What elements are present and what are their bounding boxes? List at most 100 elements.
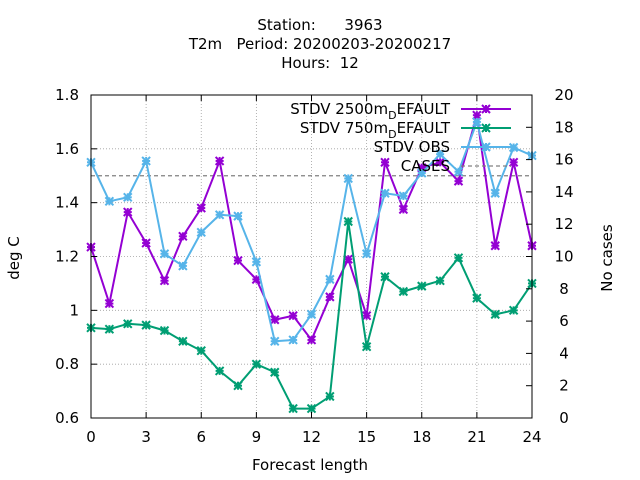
data-point-stdv-obs [123, 192, 133, 202]
title-line-station: Station: 3963 [257, 16, 383, 34]
y2-tick-label: 6 [559, 312, 569, 330]
data-point-stdv-750m [343, 216, 353, 227]
data-point-stdv-obs [196, 227, 206, 237]
y2-tick-label: 14 [554, 183, 573, 201]
y2-tick-label: 10 [554, 248, 573, 266]
title-line-hours: Hours: 12 [281, 54, 359, 72]
x-axis-label: Forecast length [252, 456, 368, 474]
legend-entry-stdv-750m: STDV 750mDEFAULT [300, 119, 511, 141]
data-point-stdv-2500m [508, 157, 519, 167]
data-point-stdv-obs [178, 261, 188, 271]
data-point-stdv-750m [417, 281, 427, 291]
data-point-stdv-750m [251, 359, 262, 369]
data-point-stdv-2500m [123, 207, 133, 217]
y-tick-label: 1.4 [55, 194, 79, 212]
y-tick-label: 1.2 [55, 248, 79, 266]
x-tick-label: 12 [302, 428, 321, 446]
data-point-stdv-obs [361, 249, 372, 259]
legend-marker [481, 123, 491, 133]
data-point-stdv-2500m [306, 335, 317, 345]
data-point-stdv-750m [325, 391, 335, 402]
y2-tick-label: 8 [559, 280, 569, 298]
data-point-stdv-obs [398, 191, 409, 201]
data-point-stdv-obs [417, 168, 427, 178]
data-point-stdv-750m [288, 403, 298, 414]
y-tick-label: 0.6 [55, 409, 79, 427]
data-point-stdv-obs [288, 335, 298, 345]
chart-title: Station: 3963 T2m Period: 20200203-20200… [0, 16, 640, 73]
data-point-stdv-750m [159, 325, 170, 336]
legend-entry-cases: CASES [401, 157, 511, 175]
data-point-stdv-750m [141, 320, 151, 330]
x-tick-label: 9 [252, 428, 262, 446]
data-point-stdv-750m [123, 319, 133, 329]
data-point-stdv-obs [270, 336, 280, 346]
title-line-period: T2m Period: 20200203-20200217 [188, 35, 452, 53]
y2-axis-label: No cases [598, 224, 616, 292]
data-point-stdv-2500m [159, 276, 170, 286]
data-point-stdv-obs [104, 196, 115, 207]
legend-label: STDV 2500mDEFAULT [290, 100, 451, 122]
data-point-stdv-obs [453, 167, 464, 177]
series-layer [86, 110, 537, 414]
y-tick-label: 1.8 [55, 86, 79, 104]
data-point-stdv-2500m [490, 241, 500, 251]
data-point-stdv-obs [472, 117, 482, 127]
legend-entry-stdv-2500m: STDV 2500mDEFAULT [290, 100, 511, 122]
data-point-stdv-750m [490, 309, 500, 320]
y2-tick-label: 12 [554, 215, 573, 233]
data-point-stdv-750m [398, 286, 409, 297]
data-point-stdv-2500m [233, 255, 243, 266]
data-point-stdv-obs [251, 257, 262, 267]
data-point-stdv-750m [453, 253, 464, 263]
data-point-stdv-750m [361, 341, 372, 352]
y-tick-label: 1 [69, 301, 79, 319]
data-point-stdv-2500m [361, 311, 372, 321]
data-point-stdv-2500m [288, 311, 298, 321]
y2-tick-label: 4 [559, 344, 569, 362]
legend-label: STDV OBS [374, 138, 450, 156]
data-point-stdv-2500m [453, 176, 464, 186]
legend-entry-stdv-obs: STDV OBS [374, 138, 511, 156]
series-stdv-2500m [86, 110, 537, 345]
data-point-stdv-obs [214, 210, 225, 220]
legend-marker [481, 104, 491, 114]
x-tick-label: 3 [141, 428, 151, 446]
data-point-stdv-obs [233, 211, 243, 221]
y-tick-label: 1.6 [55, 140, 79, 158]
x-tick-label: 24 [522, 428, 541, 446]
data-point-stdv-2500m [343, 254, 353, 264]
x-tick-label: 15 [357, 428, 376, 446]
data-point-stdv-2500m [141, 238, 151, 248]
data-point-stdv-obs [141, 156, 151, 166]
series-stdv-750m [86, 216, 537, 414]
legend-marker [481, 142, 491, 152]
data-point-stdv-750m [104, 324, 115, 334]
data-point-stdv-750m [270, 367, 280, 377]
series-stdv-obs [86, 117, 537, 346]
data-point-stdv-2500m [325, 292, 335, 302]
data-point-stdv-obs [325, 274, 335, 285]
data-point-stdv-2500m [104, 298, 115, 309]
y2-tick-label: 0 [559, 409, 569, 427]
legend-label: CASES [401, 157, 450, 175]
data-point-stdv-750m [380, 271, 390, 282]
data-point-stdv-2500m [398, 204, 409, 215]
x-tick-label: 6 [196, 428, 206, 446]
data-point-stdv-750m [435, 276, 445, 286]
y2-tick-label: 18 [554, 118, 573, 136]
y2-tick-label: 2 [559, 377, 569, 395]
y2-tick-label: 20 [554, 86, 573, 104]
data-point-stdv-2500m [196, 203, 206, 213]
legend-label: STDV 750mDEFAULT [300, 119, 451, 141]
data-point-stdv-2500m [270, 315, 280, 325]
data-point-stdv-750m [178, 336, 188, 346]
data-point-stdv-750m [233, 380, 243, 391]
data-point-stdv-obs [490, 188, 500, 198]
data-point-stdv-750m [214, 366, 225, 376]
data-point-stdv-750m [196, 346, 206, 356]
data-point-stdv-750m [306, 403, 317, 414]
data-point-stdv-2500m [178, 231, 188, 242]
